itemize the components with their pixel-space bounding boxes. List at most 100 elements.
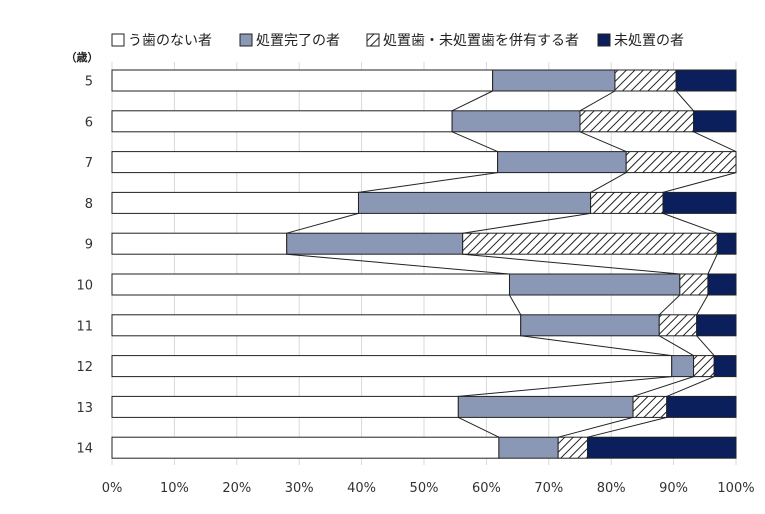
bar-segment-4 [713,355,737,378]
y-tick-label: 12 [76,360,93,375]
y-tick-label: 11 [76,319,93,334]
x-tick-label: 0% [102,481,123,496]
legend-swatch [597,33,611,47]
x-tick-label: 40% [347,481,376,496]
bar-segment-1 [111,314,522,337]
y-tick-label: 6 [85,115,93,130]
bar-segment-2 [457,395,634,418]
bar-segment-2 [492,69,616,92]
connector-line [666,376,715,397]
axes: （歳） 0% 10% 20% 30% 40% 50% 60% 70% 80% 90% 100% 5 6 7… [66,50,755,496]
x-tick-label: 10% [160,481,189,496]
bar-segment-2 [497,151,627,174]
bar-segment-2 [508,273,681,296]
bar-segment-4 [716,232,737,255]
connector-line [696,294,709,316]
legend-label: う歯のない者 [128,33,212,49]
bar-segment-2 [286,232,464,255]
bar-segment-3 [462,232,718,255]
connector-line [707,253,718,275]
bar-segment-2 [451,110,581,133]
bar-segment-1 [111,273,510,296]
bar-segment-1 [111,69,494,92]
bar-segment-4 [707,273,737,296]
y-tick-label: 10 [76,279,93,294]
legend: う歯のない者 処置完了の者 処置歯・未処置歯を併有する者 未処置の者 [111,33,684,49]
connector-line [693,131,737,153]
legend-swatch [239,33,253,47]
connector-line [579,90,616,112]
connector-line [286,212,359,234]
bar-segment-3 [614,69,677,92]
legend-label: 処置歯・未処置歯を併有する者 [383,33,579,49]
x-tick-label: 20% [222,481,251,496]
legend-swatch [366,33,380,47]
bar-segment-3 [579,110,695,133]
bar-segment-4 [662,191,737,214]
connector-line [662,172,737,193]
bar-segment-3 [632,395,668,418]
bar-segment-3 [679,273,709,296]
bar-segment-1 [111,191,359,214]
y-tick-label: 5 [85,75,93,90]
bar-segment-3 [625,151,737,174]
connector-lines [286,90,737,438]
x-tick-label: 30% [285,481,314,496]
bar-segment-3 [693,355,715,378]
bar-segment-3 [658,314,698,337]
connector-line [458,376,672,397]
bar-segment-1 [111,110,453,133]
x-tick-label: 70% [534,481,563,496]
bar-segment-2 [671,355,695,378]
connector-line [462,212,591,234]
y-tick-label: 14 [76,442,93,457]
connector-line [509,294,522,316]
x-tick-label: 100% [717,481,754,496]
bar-segment-1 [111,395,459,418]
bar-segment-1 [111,436,500,459]
bar-segment-1 [111,232,288,255]
y-unit-label: （歳） [66,50,99,64]
bar-segment-1 [111,355,673,378]
connector-line [451,90,493,112]
bar-segment-4 [675,69,737,92]
legend-label: 処置完了の者 [256,33,340,49]
legend-label: 未処置の者 [614,33,684,49]
legend-swatch [111,33,125,47]
bar-segment-4 [696,314,737,337]
bar-segment-4 [693,110,737,133]
bar-segment-4 [666,395,737,418]
connector-line [696,335,715,356]
connector-line [587,416,667,438]
connector-line [286,253,510,275]
connector-line [558,416,634,438]
x-tick-label: 50% [410,481,439,496]
connector-line [462,253,680,275]
bar-segment-2 [357,191,592,214]
connector-line [590,172,627,193]
y-tick-label: 13 [76,401,93,416]
connector-line [658,294,681,316]
connector-line [358,172,498,193]
connector-line [451,131,498,153]
x-tick-label: 90% [659,481,688,496]
connector-line [675,90,694,112]
connector-line [520,335,672,357]
x-tick-label: 60% [472,481,501,496]
bar-segment-4 [586,436,737,459]
bar-segment-3 [557,436,588,459]
bar-segment-2 [498,436,559,459]
connector-line [632,376,694,397]
bar-segment-3 [590,191,664,214]
connector-line [662,212,718,234]
connector-line [579,131,627,153]
x-tick-label: 80% [597,481,626,496]
bar-segment-1 [111,151,499,174]
y-tick-label: 7 [85,156,93,171]
bars [111,69,737,459]
connector-line [458,416,500,438]
bar-segment-2 [520,314,660,337]
connector-line [658,335,694,357]
